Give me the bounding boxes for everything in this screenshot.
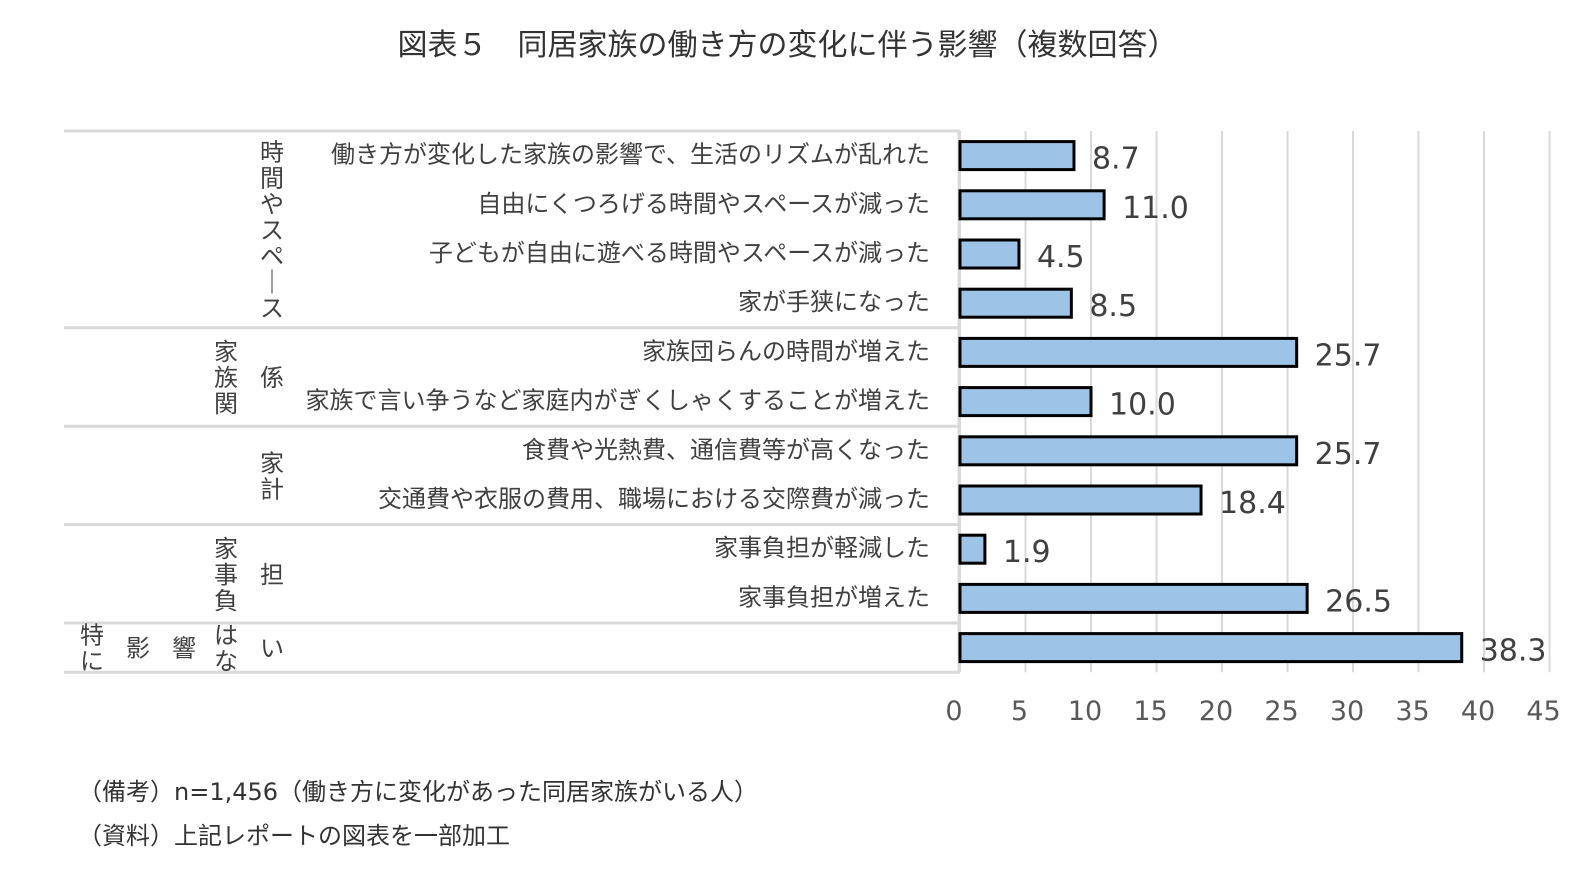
category-label: 家事負担が軽減した [714,534,930,562]
bar [958,287,1073,319]
data-label: 11.0 [1122,191,1189,226]
bar [958,632,1464,664]
group-label-1-col1: 家族関 [214,338,238,418]
category-label: 家が手狭になった [738,288,930,316]
data-label: 10.0 [1109,388,1176,423]
data-label: 25.7 [1315,338,1382,373]
category-label: 家族で言い争うなど家庭内がぎくしゃくすることが増えた [306,387,930,415]
group-label-2-col2: 家計 [260,449,284,503]
x-tick-label: 0 [945,696,962,727]
x-tick-label: 5 [1011,696,1028,727]
bar [958,336,1299,368]
category-label: 自由にくつろげる時間やスペースが減った [477,190,930,218]
bar [958,238,1021,270]
data-label: 26.5 [1325,584,1392,619]
bar [958,140,1076,172]
x-tick-label: 25 [1264,696,1298,727]
bar [958,533,987,565]
group-label-0-col2: 時間やスペ｜ス [260,138,284,322]
bar [958,582,1309,614]
data-label: 4.5 [1037,240,1085,275]
note-source: （資料）上記レポートの図表を一部加工 [78,822,510,850]
note-remarks: （備考）n=1,456（働き方に変化があった同居家族がいる人） [78,778,759,806]
bar [958,484,1203,516]
group-label-4-part-0: 特に [80,622,104,676]
category-label: 家族団らんの時間が増えた [642,337,930,365]
category-label: 家事負担が増えた [738,583,930,611]
bar [958,386,1093,418]
x-tick-label: 40 [1461,696,1495,727]
x-tick-label: 35 [1395,696,1429,727]
group-label-1-col2: 係 [260,364,284,392]
group-label-4-part-2: 響 [172,635,196,663]
group-label-3-col2: 担 [260,561,284,589]
category-label: 子どもが自由に遊べる時間やスペースが減った [429,239,930,267]
data-label: 25.7 [1315,437,1382,472]
bar [958,189,1106,221]
x-tick-label: 30 [1330,696,1364,727]
group-label-4-part-1: 影 [126,635,150,663]
category-label: 食費や光熱費、通信費等が高くなった [522,436,930,464]
data-label: 8.5 [1089,289,1137,324]
data-label: 8.7 [1092,142,1140,177]
data-label: 38.3 [1480,634,1547,669]
group-label-4-part-3: はな [214,622,238,676]
x-tick-label: 10 [1068,696,1102,727]
group-label-4-part-4: い [260,635,284,663]
x-tick-label: 15 [1133,696,1167,727]
x-tick-label: 45 [1526,696,1560,727]
bar [958,435,1299,467]
data-label: 1.9 [1003,535,1051,570]
chart-title: 図表５ 同居家族の働き方の変化に伴う影響（複数回答） [397,28,1178,63]
category-label: 交通費や衣服の費用、職場における交際費が減った [378,485,930,513]
data-label: 18.4 [1219,486,1286,521]
x-tick-label: 20 [1199,696,1233,727]
category-label: 働き方が変化した家族の影響で、生活のリズムが乱れた [331,141,930,169]
group-label-3-col1: 家事負 [214,535,238,615]
